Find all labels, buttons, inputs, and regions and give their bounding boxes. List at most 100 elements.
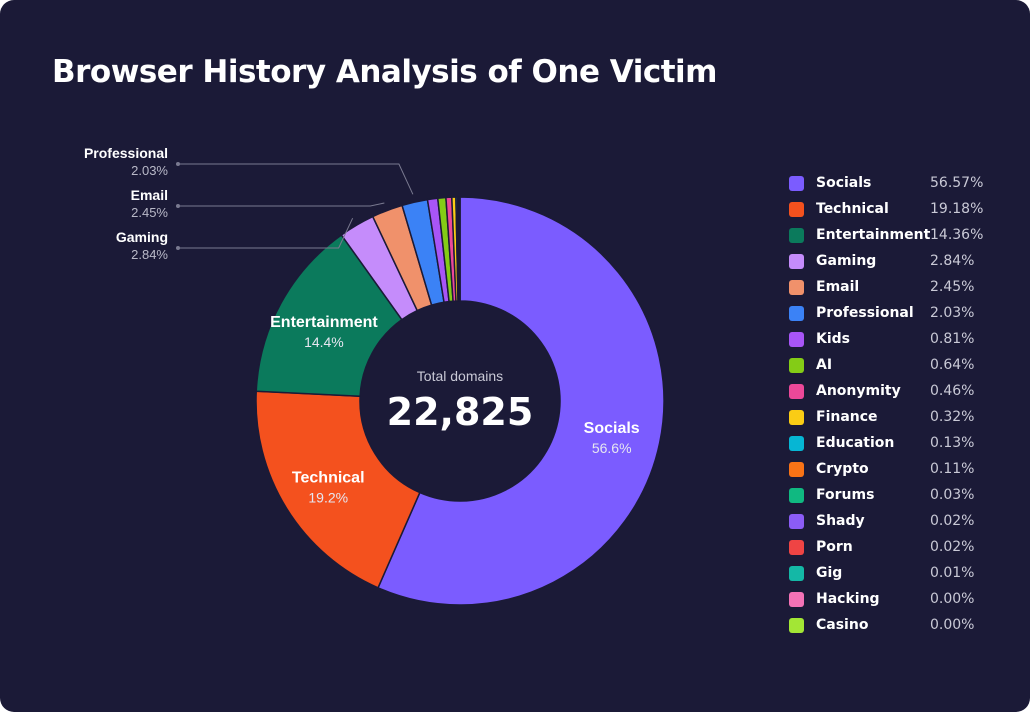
callout-line: [178, 202, 385, 207]
callout-value: 2.84%: [131, 247, 168, 262]
legend-swatch: [789, 279, 804, 295]
slice-label-name: Entertainment: [270, 314, 378, 331]
legend-item: Shady 0.02%: [789, 508, 983, 534]
legend-item: Hacking 0.00%: [789, 586, 983, 612]
legend-swatch: [789, 487, 804, 503]
legend-label: AI: [816, 357, 833, 373]
callout-name: Professional: [83, 145, 168, 161]
legend-item: Casino 0.00%: [789, 612, 983, 638]
legend-item: Kids 0.81%: [789, 326, 983, 352]
callout-line: [178, 217, 354, 249]
legend-value: 0.01%: [930, 565, 975, 581]
legend-label: Entertainment: [816, 227, 931, 243]
callout-line: [178, 163, 414, 195]
legend-swatch: [789, 539, 804, 555]
legend-value: 56.57%: [930, 175, 984, 191]
legend-item: Finance 0.32%: [789, 404, 983, 430]
legend-value: 2.03%: [930, 305, 975, 321]
slice-label-name: Socials: [584, 420, 640, 437]
legend-label: Technical: [816, 201, 889, 217]
legend-swatch: [789, 331, 804, 347]
slice-label-value: 14.4%: [304, 334, 344, 350]
legend-label: Kids: [816, 331, 851, 347]
center-caption: Total domains: [416, 368, 504, 384]
slice-label-value: 56.6%: [592, 440, 632, 456]
legend-value: 0.03%: [930, 487, 975, 503]
legend-value: 0.13%: [930, 435, 975, 451]
legend-item: Gig 0.01%: [789, 560, 983, 586]
chart-title: Browser History Analysis of One Victim: [52, 54, 717, 90]
legend-item: Email 2.45%: [789, 274, 983, 300]
slice-label-name: Technical: [292, 470, 365, 487]
slice-socials: [377, 196, 665, 606]
legend-swatch: [789, 435, 804, 451]
legend-swatch: [789, 383, 804, 399]
legend-swatch: [789, 201, 804, 217]
legend-item: Education 0.13%: [789, 430, 983, 456]
legend-item: Forums 0.03%: [789, 482, 983, 508]
legend-label: Gig: [816, 565, 843, 581]
legend-item: Socials 56.57%: [789, 170, 983, 196]
legend-swatch: [789, 253, 804, 269]
legend-value: 0.81%: [930, 331, 975, 347]
legend-swatch: [789, 513, 804, 529]
legend-swatch: [789, 175, 804, 191]
legend-label: Shady: [816, 513, 865, 529]
legend-value: 0.64%: [930, 357, 975, 373]
legend: Socials 56.57% Technical 19.18% Entertainmen…: [789, 170, 983, 638]
callout-professional: Professional 2.03%: [84, 145, 168, 178]
slice-technical: [255, 390, 421, 589]
legend-label: Forums: [816, 487, 875, 503]
callout-value: 2.03%: [131, 163, 168, 178]
legend-label: Finance: [816, 409, 878, 425]
legend-value: 0.00%: [930, 617, 975, 633]
legend-item: Anonymity 0.46%: [789, 378, 983, 404]
legend-label: Crypto: [816, 461, 869, 477]
legend-label: Professional: [816, 305, 914, 321]
legend-value: 0.02%: [930, 513, 975, 529]
legend-label: Email: [816, 279, 860, 295]
legend-swatch: [789, 305, 804, 321]
legend-item: Gaming 2.84%: [789, 248, 983, 274]
legend-value: 0.11%: [930, 461, 975, 477]
callout-name: Email: [130, 187, 168, 203]
legend-label: Hacking: [816, 591, 880, 607]
legend-swatch: [789, 409, 804, 425]
legend-label: Anonymity: [816, 383, 901, 399]
callout-dot: [176, 162, 180, 166]
callout-dot: [176, 204, 180, 208]
legend-value: 0.02%: [930, 539, 975, 555]
callout-gaming: Gaming 2.84%: [116, 229, 168, 262]
legend-value: 0.00%: [930, 591, 975, 607]
legend-label: Casino: [816, 617, 869, 633]
legend-swatch: [789, 617, 804, 633]
legend-item: Porn 0.02%: [789, 534, 983, 560]
legend-swatch: [789, 565, 804, 581]
legend-label: Gaming: [816, 253, 877, 269]
legend-swatch: [789, 461, 804, 477]
legend-value: 2.45%: [930, 279, 975, 295]
callout-email: Email 2.45%: [131, 187, 168, 220]
legend-item: Crypto 0.11%: [789, 456, 983, 482]
legend-item: Professional 2.03%: [789, 300, 983, 326]
legend-value: 14.36%: [930, 227, 984, 243]
legend-swatch: [789, 357, 804, 373]
slice-label-value: 19.2%: [308, 490, 348, 506]
callout-value: 2.45%: [131, 205, 168, 220]
legend-item: Technical 19.18%: [789, 196, 983, 222]
legend-label: Porn: [816, 539, 853, 555]
legend-swatch: [789, 227, 804, 243]
legend-value: 0.46%: [930, 383, 975, 399]
callout-name: Gaming: [115, 229, 168, 245]
legend-value: 2.84%: [930, 253, 975, 269]
center-total: 22,825: [386, 390, 534, 434]
legend-value: 0.32%: [930, 409, 975, 425]
legend-swatch: [789, 591, 804, 607]
legend-item: AI 0.64%: [789, 352, 983, 378]
legend-item: Entertainment 14.36%: [789, 222, 983, 248]
slice-entertainment: [255, 233, 403, 397]
legend-label: Education: [816, 435, 895, 451]
callout-dot: [176, 246, 180, 250]
